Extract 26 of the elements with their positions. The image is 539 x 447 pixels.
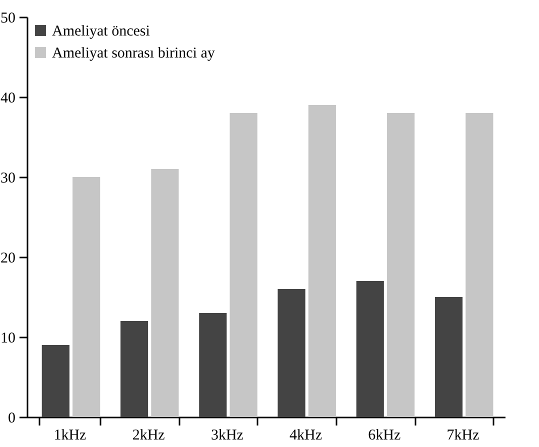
- x-tick-label: 1kHz: [54, 428, 87, 444]
- legend-label: Ameliyat öncesi: [52, 24, 150, 40]
- x-tick-label: 7kHz: [446, 428, 480, 444]
- bar: [151, 169, 179, 417]
- bar: [278, 289, 306, 417]
- y-tick-label: 0: [8, 410, 16, 426]
- bar: [386, 113, 415, 417]
- bar: [42, 345, 70, 417]
- y-tick-label: 20: [0, 250, 16, 266]
- bar: [199, 313, 227, 417]
- x-tick-label: 2kHz: [132, 428, 166, 444]
- bar: [356, 281, 384, 417]
- bar: [308, 105, 336, 417]
- bar: [230, 113, 258, 417]
- x-tick-label: 4kHz: [290, 428, 322, 444]
- x-tick-label: 6kHz: [368, 428, 402, 444]
- legend-label: Ameliyat sonrası birinci ay: [52, 46, 216, 62]
- y-tick-label: 50: [0, 10, 16, 26]
- bar: [466, 113, 494, 417]
- bar: [120, 321, 148, 417]
- x-tick-label: 3kHz: [210, 428, 244, 444]
- bar: [434, 297, 463, 417]
- y-tick-label: 40: [0, 90, 16, 106]
- y-tick-label: 10: [0, 330, 16, 346]
- y-tick-label: 30: [0, 170, 16, 186]
- bar: [72, 177, 100, 417]
